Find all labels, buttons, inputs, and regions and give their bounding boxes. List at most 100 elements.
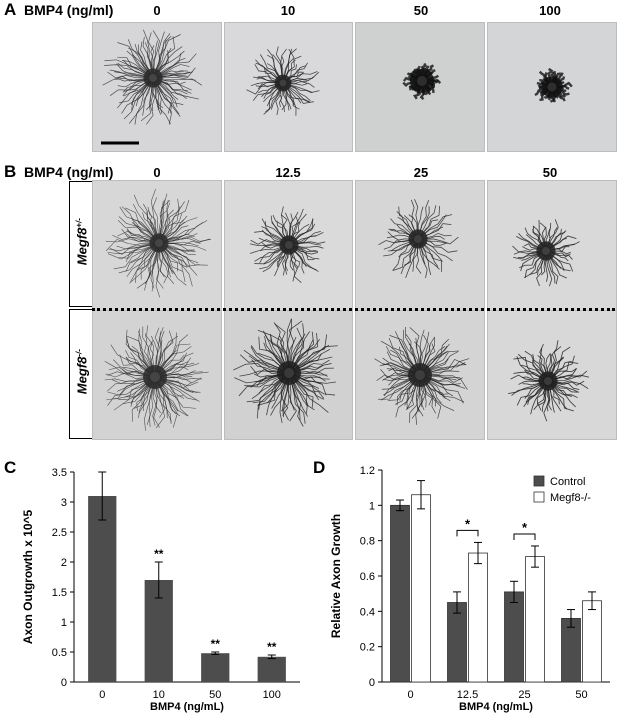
axon-fiber <box>162 217 198 241</box>
ganglion-body <box>541 76 563 98</box>
axon-fiber <box>158 380 196 409</box>
axon-fiber <box>548 230 567 249</box>
axon-fiber <box>292 241 326 246</box>
axon-fiber <box>419 205 437 236</box>
axon-fiber <box>105 238 156 243</box>
axon-fiber <box>138 328 154 373</box>
axon-fiber <box>257 75 280 83</box>
axon-fiber <box>280 214 289 242</box>
axon-fiber <box>155 327 164 373</box>
axon-fiber <box>119 80 151 104</box>
axon-fiber <box>288 320 303 369</box>
axon-fiber <box>260 245 286 252</box>
axon-fiber <box>549 384 560 405</box>
panel-a-conc-0: 0 <box>153 3 161 18</box>
axon-fiber <box>381 376 416 390</box>
axon-fiber <box>159 357 192 376</box>
axon-fiber <box>156 78 192 94</box>
axon-fiber <box>406 379 419 409</box>
axon-fiber <box>548 340 559 378</box>
axon-fiber <box>547 254 567 279</box>
axon-fiber <box>548 384 555 413</box>
panel-a-conc-3: 100 <box>539 3 561 18</box>
axon-fiber <box>292 246 315 261</box>
axon-fiber <box>155 381 166 429</box>
axon-fiber <box>152 197 159 240</box>
panel-b-conc-1: 12.5 <box>275 165 301 180</box>
axon-fiber <box>284 86 297 116</box>
axon-fiber <box>396 378 417 406</box>
axon-fiber <box>424 376 466 389</box>
axon-fiber <box>156 53 197 77</box>
axon-fiber <box>114 71 150 78</box>
axon-fiber <box>390 218 416 237</box>
axon-fiber <box>383 375 416 381</box>
axon-fiber <box>287 377 295 411</box>
axon-fiber <box>421 239 448 244</box>
axon-fiber <box>424 373 457 380</box>
y-tick-label: 0.8 <box>360 536 375 548</box>
micrograph-b-ko-2 <box>355 310 485 440</box>
axon-fiber <box>546 254 553 287</box>
axon-fiber <box>156 79 188 95</box>
ganglion-body <box>408 363 432 387</box>
axon-fiber <box>261 226 286 244</box>
axon-fiber <box>285 85 310 103</box>
axon-fiber <box>292 345 338 371</box>
axon-fiber <box>259 246 286 264</box>
axon-fiber <box>156 67 196 78</box>
axon-fiber <box>156 76 196 81</box>
axon-fiber <box>162 233 198 243</box>
axon-fiber <box>545 353 551 378</box>
axon-fiber <box>539 343 548 378</box>
axon-fiber <box>423 350 449 372</box>
axon-fiber <box>551 375 579 381</box>
axon-fiber <box>152 30 160 75</box>
axon-fiber <box>143 29 153 75</box>
axon-fiber <box>158 354 185 374</box>
axon-fiber <box>525 383 546 403</box>
axon-fiber <box>257 329 287 369</box>
axon-fiber <box>157 381 181 417</box>
axon-fiber <box>293 374 336 396</box>
axon-fiber <box>390 376 416 388</box>
axon-fiber <box>154 381 161 413</box>
axon-fiber <box>256 376 287 419</box>
axon-fiber <box>291 377 308 414</box>
axon-fiber <box>160 246 176 275</box>
axon-fiber <box>545 254 549 282</box>
micrograph-b-ko-1 <box>224 310 353 440</box>
axon-fiber <box>156 74 188 79</box>
axon-fiber <box>252 376 286 404</box>
axon-fiber <box>417 379 424 417</box>
axon-fiber <box>138 381 154 419</box>
axon-fiber <box>122 366 151 376</box>
axon-fiber <box>289 377 297 422</box>
axon-fiber <box>156 80 187 99</box>
axon-fiber <box>123 81 152 120</box>
x-tick-label: 50 <box>575 689 587 701</box>
axon-fiber <box>146 211 159 240</box>
axon-fiber <box>419 242 432 276</box>
axon-fiber <box>398 241 416 258</box>
axon-fiber <box>292 334 328 371</box>
y-tick-label: 0.2 <box>360 642 375 654</box>
significance-mark: * <box>522 520 528 535</box>
axon-fiber <box>513 251 543 255</box>
axon-fiber <box>516 235 543 250</box>
axon-fiber <box>420 205 441 237</box>
axon-fiber <box>421 240 453 262</box>
axon-fiber <box>419 329 425 371</box>
micrograph-b-het-1 <box>224 180 353 312</box>
axon-fiber <box>264 221 287 243</box>
axon-fiber <box>422 346 446 372</box>
axon-fiber <box>273 322 288 369</box>
axon-fiber <box>146 325 155 373</box>
axon-fiber <box>551 382 580 393</box>
axon-fiber <box>551 381 589 390</box>
axon-fiber <box>158 352 194 375</box>
axon-fiber <box>421 214 447 238</box>
axon-fiber <box>549 251 573 260</box>
axon-fiber <box>159 361 189 375</box>
legend-swatch <box>533 491 545 503</box>
